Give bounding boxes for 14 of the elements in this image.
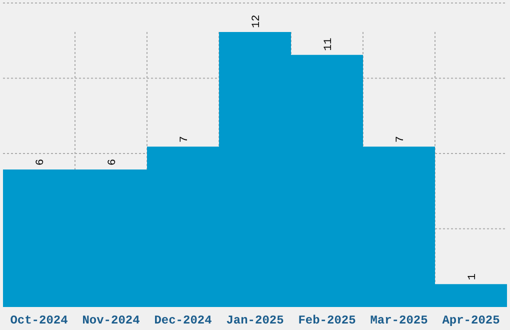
x-tick-label: Nov-2024 xyxy=(82,314,140,328)
x-tick-label: Jan-2025 xyxy=(226,314,284,328)
data-label: 1 xyxy=(467,273,479,280)
x-tick-label: Feb-2025 xyxy=(298,314,356,328)
data-label: 7 xyxy=(179,136,191,143)
x-tick-label: Mar-2025 xyxy=(370,314,428,328)
x-tick-label: Apr-2025 xyxy=(442,314,500,328)
data-label: 6 xyxy=(107,158,119,166)
data-label: 6 xyxy=(35,158,47,166)
data-label: 11 xyxy=(323,37,335,51)
data-label: 7 xyxy=(395,136,407,143)
x-tick-label: Dec-2024 xyxy=(154,314,212,328)
x-tick-label: Oct-2024 xyxy=(10,314,68,328)
data-label: 12 xyxy=(251,14,263,28)
